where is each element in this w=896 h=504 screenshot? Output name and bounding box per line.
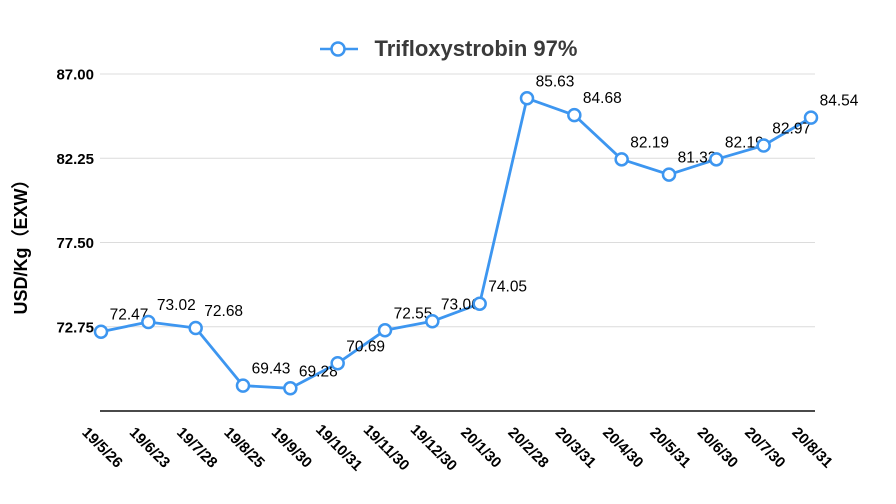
y-axis-tick-label: 87.00 — [56, 67, 94, 84]
data-point-value-label: 81.33 — [678, 150, 717, 167]
data-point-marker — [235, 378, 251, 393]
line-marker-legend-icon — [319, 41, 358, 57]
data-point-value-label: 72.47 — [110, 307, 149, 324]
y-axis-tick-label: 77.50 — [56, 235, 94, 252]
y-axis-tick-label: 82.25 — [56, 151, 94, 168]
data-point-marker — [377, 323, 393, 338]
legend-series-label: Trifloxystrobin 97% — [374, 36, 578, 61]
data-point-value-label: 72.68 — [204, 303, 243, 320]
data-point-marker — [330, 356, 345, 371]
y-axis-title: USD/Kg（EXW） — [11, 171, 31, 315]
data-point-marker — [567, 107, 582, 123]
data-point-marker — [661, 167, 677, 182]
x-axis-tick-label: 20/2/28 — [504, 424, 551, 471]
data-point-marker — [709, 152, 724, 167]
data-point-value-label: 82.19 — [630, 134, 669, 151]
data-point-marker — [803, 110, 819, 125]
x-axis-tick-label: 19/9/30 — [268, 424, 315, 471]
data-point-marker — [141, 314, 156, 330]
data-point-marker — [188, 320, 203, 336]
y-axis-tick-label: 72.75 — [56, 319, 94, 336]
data-point-value-label: 82.19 — [725, 134, 764, 151]
data-point-marker — [519, 91, 535, 106]
x-axis-tick-label: 20/8/31 — [788, 424, 835, 471]
data-point-marker — [425, 314, 440, 329]
data-point-marker — [756, 138, 771, 153]
data-point-value-label: 73.02 — [157, 297, 196, 314]
data-point-value-label: 82.97 — [772, 120, 811, 137]
data-point-marker — [614, 152, 629, 167]
x-axis-tick-label: 19/11/30 — [360, 421, 413, 474]
data-point-value-label: 85.63 — [536, 73, 575, 90]
data-point-marker — [93, 324, 109, 339]
x-axis-tick-label: 20/4/30 — [599, 424, 646, 471]
x-axis-tick-label: 20/3/31 — [552, 424, 599, 471]
data-point-value-label: 84.54 — [820, 93, 859, 110]
data-point-value-label: 72.55 — [394, 305, 433, 322]
x-axis-tick-label: 19/7/28 — [173, 424, 220, 471]
data-point-value-label: 69.28 — [299, 363, 338, 380]
x-axis-tick-label: 19/12/30 — [407, 421, 460, 474]
data-point-marker — [472, 296, 487, 311]
data-point-value-label: 69.43 — [252, 361, 291, 378]
x-axis-tick-label: 19/5/26 — [78, 424, 125, 471]
data-point-value-label: 84.68 — [583, 90, 622, 107]
x-axis-tick-label: 20/1/30 — [457, 424, 504, 471]
data-point-value-label: 74.05 — [488, 279, 527, 296]
data-point-value-label: 73.06 — [441, 296, 480, 313]
chart-legend[interactable]: Trifloxystrobin 97% — [0, 33, 896, 65]
x-axis-tick-label: 20/7/30 — [741, 424, 788, 471]
data-point-marker — [283, 381, 298, 396]
x-axis-tick-label: 19/10/31 — [312, 421, 365, 474]
data-point-value-label: 70.69 — [346, 338, 385, 355]
x-axis-tick-label: 19/6/23 — [126, 424, 173, 471]
x-axis-tick-label: 20/6/30 — [694, 424, 741, 471]
series-line — [99, 96, 813, 390]
x-axis-tick-label: 19/8/25 — [220, 424, 267, 471]
x-axis-tick-label: 20/5/31 — [646, 424, 693, 471]
